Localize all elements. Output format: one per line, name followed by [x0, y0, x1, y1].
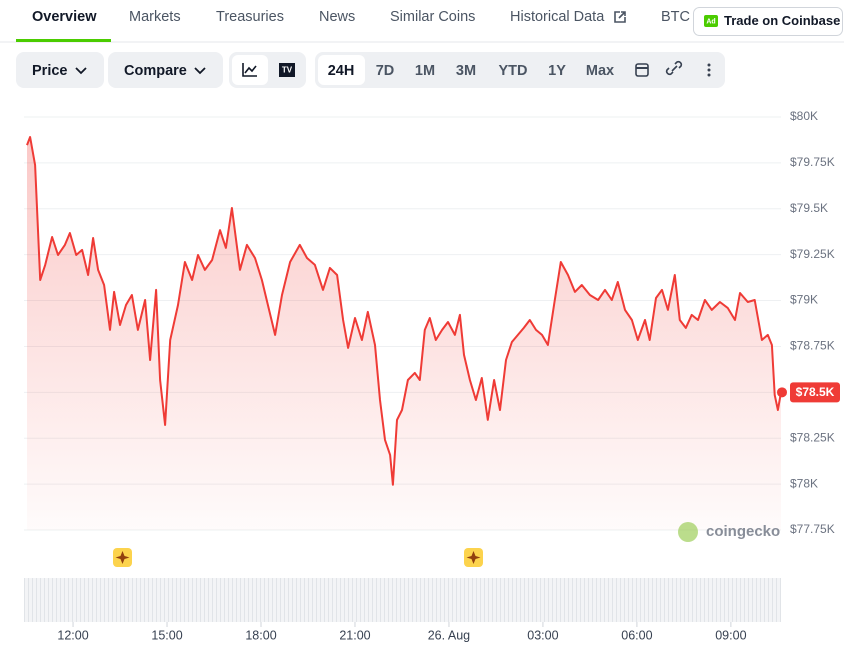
event-marker[interactable] — [113, 548, 132, 567]
volume-bars — [24, 578, 781, 622]
active-tab-indicator — [16, 39, 111, 42]
y-tick-label: $79K — [790, 293, 818, 307]
current-price-label: $78.5K — [796, 385, 835, 399]
trade-button[interactable] — [693, 7, 843, 36]
price-chart: $80K $79.75K $79.5K $79.25K $79K $78.75K $78.5… — [24, 109, 840, 642]
trade-button-label[interactable]: Trade on Coinbase — [724, 13, 840, 28]
line-chart-icon — [242, 63, 257, 77]
y-tick-label: $80K — [790, 109, 818, 123]
external-link-icon — [614, 11, 626, 23]
link-icon[interactable] — [665, 60, 683, 76]
y-tick-label: $79.5K — [790, 201, 828, 215]
tradingview-icon: TV — [282, 66, 293, 75]
tab[interactable]: Markets — [129, 9, 181, 25]
compare-dropdown[interactable] — [108, 52, 223, 88]
y-tick-label: $78.25K — [790, 430, 835, 444]
y-tick-label: $77.75K — [790, 522, 835, 536]
x-tick-label: 15:00 — [151, 628, 182, 642]
range-button[interactable]: 1Y — [548, 63, 566, 79]
compare-dropdown-label[interactable]: Compare — [124, 63, 187, 79]
tab-bar: Overview Markets Treasuries News Similar Coi… — [32, 9, 690, 25]
x-tick-label: 21:00 — [339, 628, 370, 642]
x-tick-label: 12:00 — [57, 628, 88, 642]
tab[interactable]: Historical Data — [510, 9, 605, 25]
x-tick-label: 09:00 — [715, 628, 746, 642]
ad-badge: Ad — [706, 18, 715, 25]
range-button[interactable]: YTD — [499, 63, 528, 79]
price-line — [26, 136, 782, 486]
event-marker[interactable] — [464, 548, 483, 567]
current-price-badge — [790, 382, 840, 403]
x-tick-label: 03:00 — [527, 628, 558, 642]
range-button[interactable]: 7D — [376, 63, 395, 79]
range-button[interactable]: 24H — [328, 63, 355, 79]
price-area — [27, 137, 781, 530]
chevron — [194, 67, 206, 75]
current-price-dot — [777, 387, 787, 398]
range-button[interactable]: Max — [586, 63, 614, 79]
x-tick-label: 06:00 — [621, 628, 652, 642]
tab[interactable]: Overview — [32, 9, 97, 25]
y-tick-label: $78.75K — [790, 339, 835, 353]
tab[interactable]: Similar Coins — [390, 9, 475, 25]
y-tick-label: $78K — [790, 476, 818, 490]
x-tick-label: 18:00 — [245, 628, 276, 642]
ad-badge-bg — [704, 15, 718, 27]
range-button[interactable]: 1M — [415, 63, 435, 79]
y-tick-label: $79.25K — [790, 247, 835, 261]
tab[interactable]: BTC — [661, 9, 690, 25]
active-range-bg — [318, 55, 365, 85]
more-icon[interactable] — [707, 63, 711, 77]
range-group — [315, 52, 725, 88]
price-dropdown-label[interactable]: Price — [32, 63, 67, 79]
x-tick-label: 26. Aug — [428, 628, 470, 642]
calendar-icon — [635, 63, 649, 77]
chevron — [75, 67, 87, 75]
range-button[interactable]: 3M — [456, 63, 476, 79]
tradingview-button[interactable] — [279, 63, 295, 77]
watermark: coingecko — [706, 523, 780, 540]
tab[interactable]: Treasuries — [216, 9, 284, 25]
tab[interactable]: News — [319, 9, 355, 25]
watermark-logo — [678, 522, 698, 542]
price-dropdown[interactable] — [16, 52, 104, 88]
range-buttons: 24H 7D 1M 3M YTD 1Y Max — [328, 63, 614, 79]
y-tick-label: $79.75K — [790, 155, 835, 169]
